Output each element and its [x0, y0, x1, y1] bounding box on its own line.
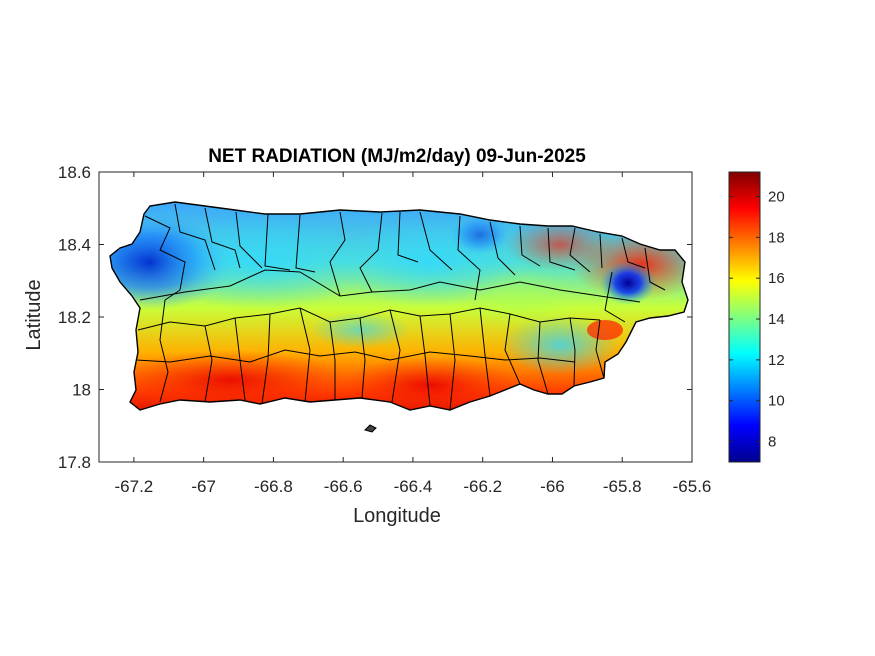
colorbar-tick-label: 20 [768, 189, 785, 206]
x-axis: -67.2 -67 -66.8 -66.6 -66.4 -66.2 -66 -65.8 -65.… [115, 172, 712, 496]
x-tick-label: -66.6 [324, 477, 363, 496]
y-tick-label: 17.8 [58, 453, 91, 472]
colorbar-tick-label: 8 [768, 434, 776, 451]
x-tick-label: -66.2 [463, 477, 502, 496]
x-tick-label: -66.4 [394, 477, 433, 496]
colorbar-tick-label: 18 [768, 229, 785, 246]
y-tick-label: 18 [72, 381, 91, 400]
x-tick-label: -67 [191, 477, 216, 496]
x-tick-label: -65.8 [603, 477, 642, 496]
y-axis-label: Latitude [23, 279, 45, 350]
y-tick-label: 18.2 [58, 308, 91, 327]
y-tick-label: 18.4 [58, 236, 91, 255]
x-tick-label: -66 [540, 477, 565, 496]
x-tick-label: -67.2 [115, 477, 154, 496]
y-tick-label: 18.6 [58, 163, 91, 182]
x-axis-label: Longitude [353, 505, 441, 527]
colorbar-tick-label: 12 [768, 352, 785, 369]
offshore-islet [364, 424, 377, 433]
map-title: NET RADIATION (MJ/m2/day) 09-Jun-2025 [208, 146, 586, 167]
colorbar-ticks: 8 10 12 14 16 18 20 [729, 189, 785, 451]
colorbar-tick-label: 14 [768, 311, 785, 328]
colorbar-tick-label: 16 [768, 270, 785, 287]
y-axis: 17.8 18 18.2 18.4 18.6 [58, 163, 692, 472]
colorbar: 8 10 12 14 16 18 20 [728, 171, 785, 463]
colorbar-gradient [728, 171, 761, 463]
x-tick-label: -66.8 [254, 477, 293, 496]
x-tick-label: -65.6 [673, 477, 712, 496]
municipality-boundaries [135, 203, 666, 410]
colorbar-tick-label: 10 [768, 393, 785, 410]
